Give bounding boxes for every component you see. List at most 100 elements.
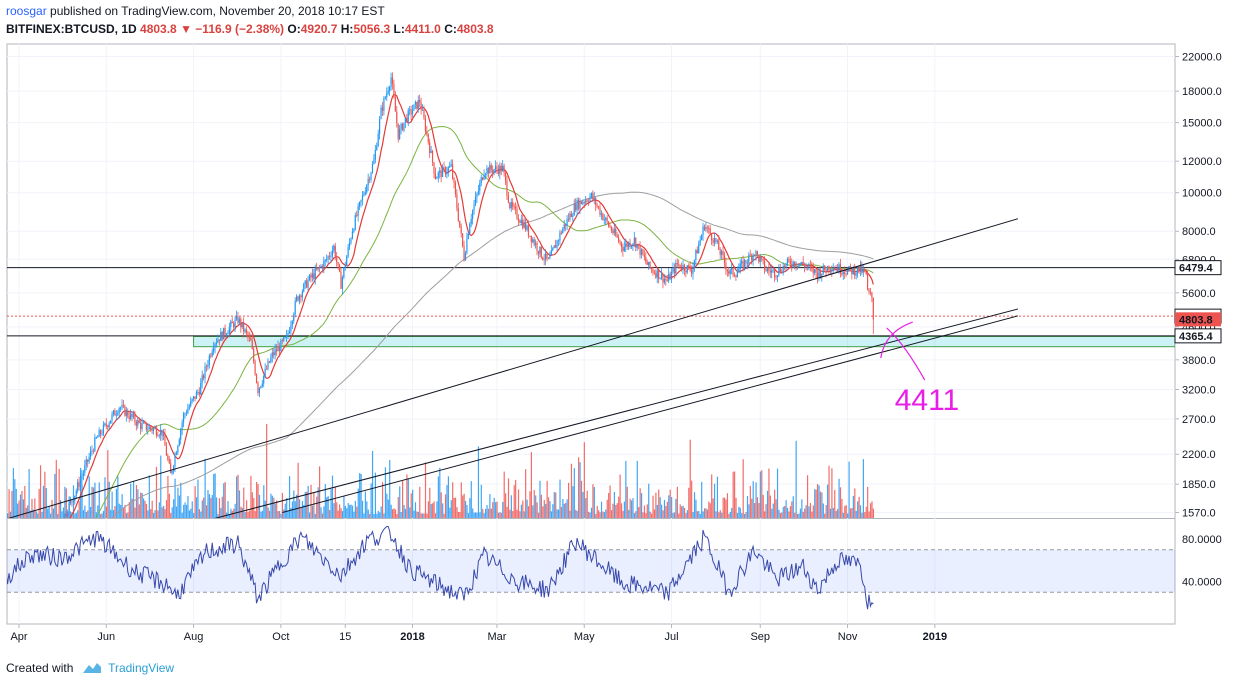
candle-body: [702, 226, 704, 236]
volume-bar: [608, 492, 610, 518]
volume-bar: [17, 503, 19, 518]
candle-body: [460, 227, 462, 234]
candle-body: [602, 213, 604, 220]
rsi-pane: [7, 526, 1175, 610]
candle-body: [713, 237, 716, 243]
candle-body: [285, 334, 288, 338]
volume-bar: [110, 509, 112, 518]
volume-bar: [221, 496, 223, 518]
candle-body: [277, 346, 279, 352]
volume-bar: [28, 469, 30, 518]
candle-body: [593, 197, 595, 200]
candle-body: [423, 109, 425, 119]
volume-bar: [579, 462, 581, 518]
volume-bar: [746, 495, 749, 518]
volume-bar: [662, 510, 664, 518]
volume-bar: [377, 510, 379, 518]
candle-body: [88, 456, 90, 462]
candle-body: [357, 205, 359, 216]
volume-bar: [34, 498, 36, 518]
tradingview-link[interactable]: TradingView: [108, 661, 175, 675]
candle-body: [451, 164, 454, 179]
candle-body: [288, 331, 291, 334]
volume-bar: [257, 484, 259, 518]
candle-body: [861, 264, 863, 273]
candle-body: [748, 254, 750, 263]
candle-body: [482, 177, 484, 180]
candle-body: [638, 244, 640, 246]
candle-body: [191, 399, 193, 401]
candle-body: [613, 228, 615, 233]
volume-bar: [795, 440, 797, 518]
candle-body: [739, 263, 741, 269]
candle-body: [135, 422, 137, 426]
volume-bar: [766, 490, 769, 518]
candle-body: [721, 251, 723, 255]
candle-body: [524, 222, 527, 230]
volume-bar: [639, 488, 641, 518]
volume-bar: [718, 512, 720, 518]
volume-bar: [716, 476, 719, 518]
candle-body: [732, 267, 734, 275]
volume-bar: [47, 508, 49, 518]
candle-body: [114, 410, 116, 416]
candle-body: [105, 423, 107, 426]
volume-bar: [393, 508, 395, 518]
candle-body: [798, 264, 800, 267]
candle-body: [834, 268, 836, 270]
candle-body: [846, 270, 849, 275]
candle-body: [270, 357, 272, 363]
candle-body: [789, 260, 791, 265]
candle-body: [377, 133, 379, 147]
volume-bar: [286, 497, 288, 518]
volume-bar: [742, 459, 744, 518]
ma-200-line: [111, 191, 874, 518]
candle-body: [94, 437, 96, 452]
candle-body: [356, 215, 358, 217]
candle-body: [190, 400, 192, 407]
volume-bar: [822, 503, 824, 518]
candle-body: [108, 423, 110, 428]
volume-bar: [871, 501, 873, 518]
price-chart[interactable]: 4411 1570.0 1850.0 2200.0 2700.0 3200.0 3800.…: [0, 0, 1241, 650]
ohlc-legend: BITFINEX:BTCUSD, 1D 4803.8 ▼ −116.9 (−2.…: [6, 22, 494, 36]
time-axis[interactable]: Apr Jun Aug Oct 15 2018 Mar May Jul Sep Nov 2019: [10, 624, 947, 643]
candle-body: [513, 206, 515, 208]
volume-bar: [27, 505, 29, 518]
candle-body: [474, 197, 477, 205]
volume-bar: [97, 505, 99, 518]
volume-bar: [329, 509, 331, 518]
volume-bar: [693, 492, 696, 518]
volume-bar: [625, 460, 627, 518]
volume-bar: [655, 492, 657, 518]
candle-body: [487, 168, 489, 174]
candle-body: [263, 375, 265, 384]
candle-body: [679, 264, 681, 268]
candle-body: [298, 295, 301, 301]
volume-bar: [261, 510, 263, 518]
candle-body: [147, 429, 149, 431]
price-axis[interactable]: 1570.01850.02200.02700.03200.03800.04600…: [1174, 52, 1222, 589]
volume-bar: [768, 468, 770, 518]
high-value: 5056.3: [353, 22, 391, 36]
volume-bar: [735, 497, 737, 518]
volume-bar: [185, 504, 188, 518]
volume-bar: [702, 511, 704, 518]
candle-body: [328, 256, 331, 258]
author-link[interactable]: roosgar: [6, 4, 47, 18]
volume-bar: [799, 508, 802, 518]
volume-bar: [497, 512, 500, 518]
candle-body: [819, 270, 821, 278]
candle-body: [675, 262, 677, 274]
volume-bar: [310, 484, 312, 518]
candle-body: [429, 142, 431, 153]
volume-bar: [668, 495, 670, 518]
volume-bar: [828, 465, 830, 518]
volume-bar: [54, 473, 56, 518]
low-label: L:: [393, 22, 405, 36]
volume-bar: [749, 485, 751, 518]
volume-bar: [457, 511, 460, 518]
candle-body: [175, 452, 178, 455]
volume-bar: [127, 512, 129, 518]
candle-body: [695, 250, 697, 261]
